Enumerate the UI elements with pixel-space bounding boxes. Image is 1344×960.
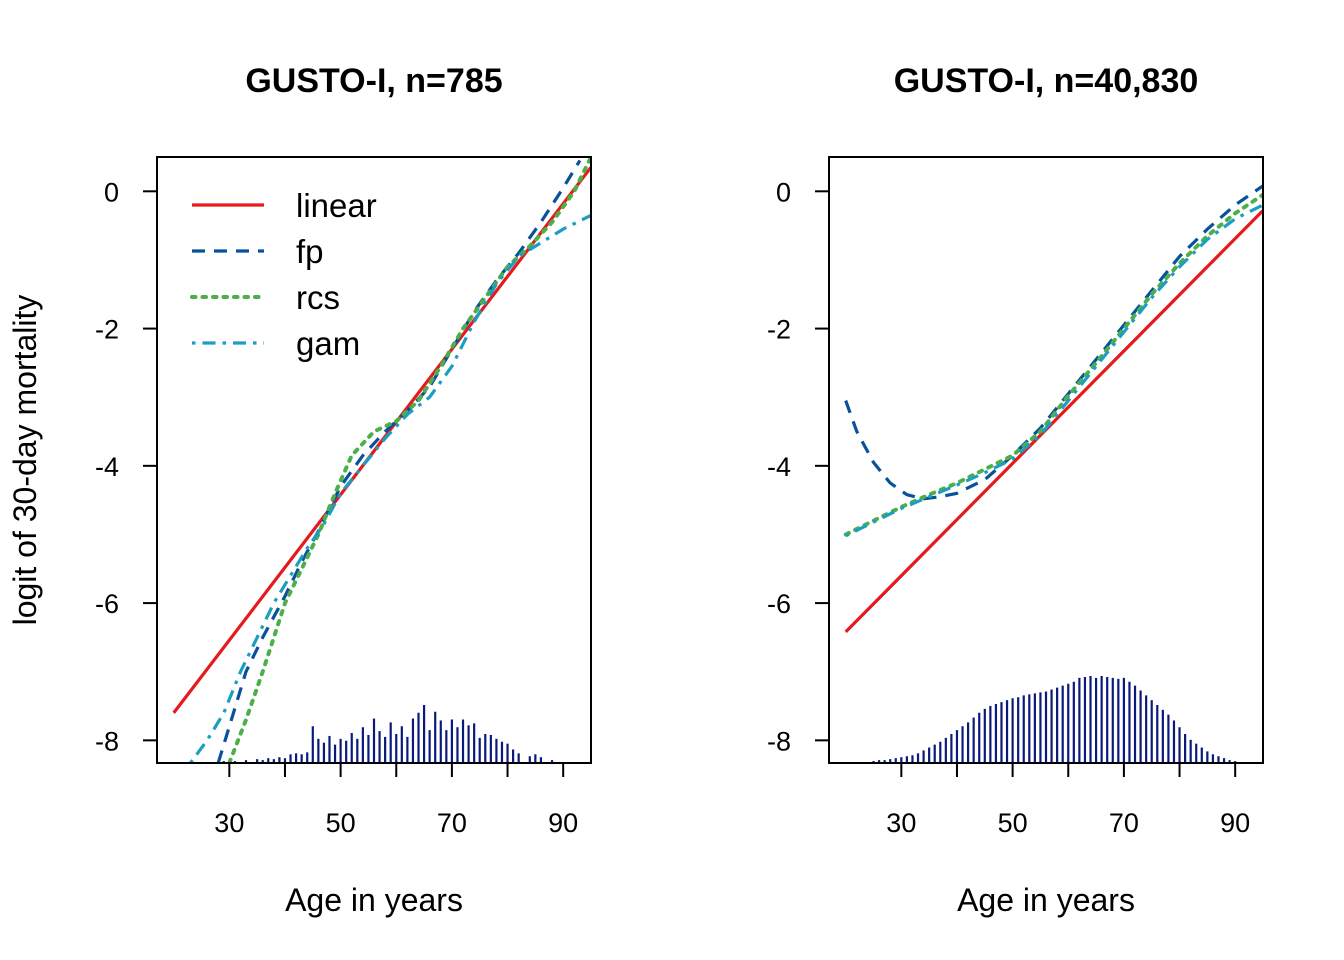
- series-rcs-line: [227, 157, 591, 763]
- panel-left-title: GUSTO-I, n=785: [245, 62, 502, 100]
- x-tick-label: 30: [886, 808, 916, 838]
- y-tick-label: -6: [767, 589, 791, 619]
- y-tick-label: -8: [95, 726, 119, 756]
- y-tick-label: -2: [767, 315, 791, 345]
- legend-label-gam: gam: [296, 325, 360, 362]
- panel-right-xlabel: Age in years: [957, 882, 1135, 918]
- y-tick-label: -4: [767, 452, 791, 482]
- x-tick-label: 50: [998, 808, 1028, 838]
- x-tick-label: 70: [1109, 808, 1139, 838]
- panel-left: GUSTO-I, n=785 Age in years logit of 30-…: [7, 62, 592, 918]
- panel-left-xlabel: Age in years: [285, 882, 463, 918]
- series-gam-line: [844, 203, 1263, 538]
- plot-border: [828, 156, 1264, 764]
- panel-right-title: GUSTO-I, n=40,830: [894, 62, 1199, 100]
- panel-right-plot: 30 50 70 90 0 -2 -4 -6 -8: [767, 156, 1264, 838]
- legend-label-linear: linear: [296, 187, 377, 224]
- x-tick-label: 50: [326, 808, 356, 838]
- y-tick-label: 0: [776, 177, 791, 207]
- x-tick-label: 90: [1220, 808, 1250, 838]
- legend-label-fp: fp: [296, 233, 324, 270]
- y-tick-label: -6: [95, 589, 119, 619]
- series-fp-line: [216, 159, 582, 763]
- y-tick-label: 0: [104, 177, 119, 207]
- x-tick-label: 30: [214, 808, 244, 838]
- age-histogram: [872, 676, 1237, 763]
- panel-right: GUSTO-I, n=40,830 Age in years 30 50 70 90 0…: [767, 62, 1264, 918]
- x-tick-label: 70: [437, 808, 467, 838]
- y-tick-label: -2: [95, 315, 119, 345]
- legend-label-rcs: rcs: [296, 279, 340, 316]
- series-gam-line: [189, 213, 591, 763]
- series-fp-line: [844, 184, 1263, 501]
- x-tick-label: 90: [548, 808, 578, 838]
- y-tick-label: -8: [767, 726, 791, 756]
- plot-border: [156, 156, 592, 764]
- y-tick-label: -4: [95, 452, 119, 482]
- age-histogram: [222, 705, 554, 763]
- panel-left-plot: 30 50 70 90 0 -2 -4 -6 -8: [95, 156, 592, 838]
- series-linear-line: [844, 209, 1263, 634]
- legend: linear fp rcs gam: [190, 187, 377, 362]
- panel-left-ylabel: logit of 30-day mortality: [7, 295, 43, 626]
